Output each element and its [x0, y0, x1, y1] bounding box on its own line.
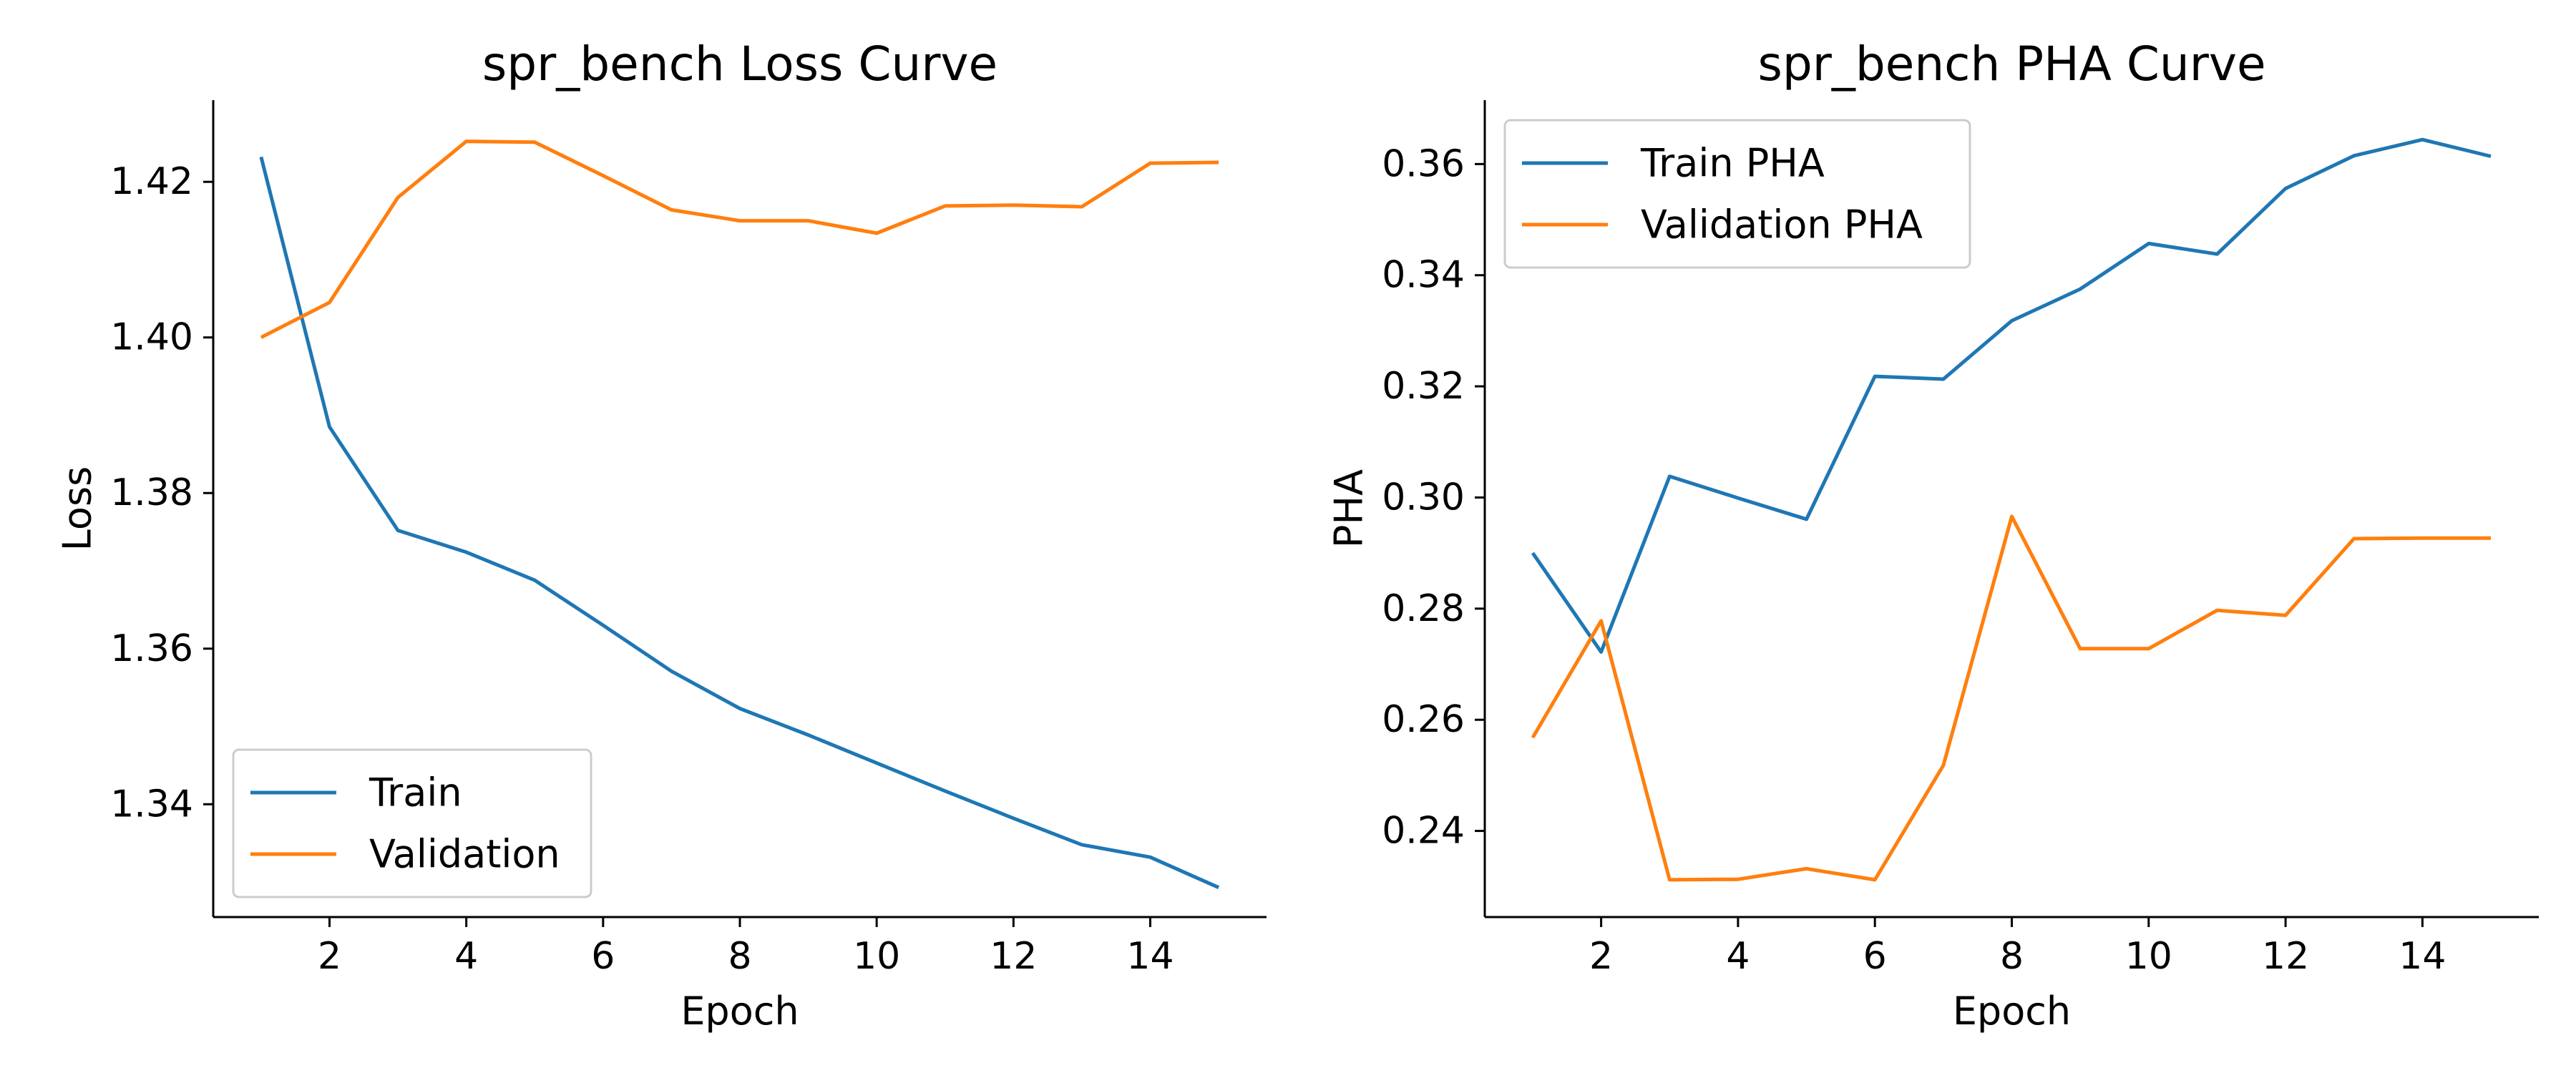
legend: Train Validation [232, 748, 592, 898]
x-tick-label: 10 [853, 935, 900, 978]
legend: Train PHA Validation PHA [1503, 119, 1971, 269]
pha-chart-panel: spr_bench PHA Curve Epoch PHA 2 4 6 8 10 12 14… [1327, 36, 2539, 1034]
series-line-validation [260, 139, 1219, 339]
y-tick-label: 0.28 [1382, 587, 1465, 630]
chart-title: spr_bench Loss Curve [482, 36, 997, 92]
x-tick-label: 6 [591, 935, 615, 978]
y-axis-label: Loss [55, 466, 100, 551]
x-tick-label: 8 [728, 935, 751, 978]
y-tick-label: 1.36 [110, 627, 193, 670]
legend-label: Train [369, 770, 462, 815]
y-tick-label: 1.42 [110, 160, 193, 203]
legend-label: Validation [369, 832, 560, 877]
y-tick-label: 0.34 [1382, 254, 1465, 297]
x-tick-label: 12 [2262, 935, 2309, 978]
y-axis-label: PHA [1327, 469, 1372, 548]
x-tick-label: 6 [1863, 935, 1887, 978]
x-tick-label: 10 [2125, 935, 2172, 978]
y-tick-label: 0.32 [1382, 365, 1465, 408]
x-tick-label: 12 [990, 935, 1037, 978]
x-tick-label: 4 [454, 935, 478, 978]
x-tick-label: 8 [2000, 935, 2024, 978]
chart-title: spr_bench PHA Curve [1757, 36, 2265, 92]
y-tick-label: 1.38 [110, 471, 193, 514]
x-tick-label: 2 [1589, 935, 1613, 978]
x-axis-label: Epoch [1953, 989, 2071, 1034]
legend-label: Train PHA [1640, 141, 1825, 186]
legend-box [1503, 119, 1971, 269]
y-tick-label: 0.26 [1382, 698, 1465, 741]
y-tick-label: 1.34 [110, 783, 193, 825]
x-tick-label: 2 [318, 935, 341, 978]
x-tick-label: 4 [1726, 935, 1750, 978]
y-tick-label: 0.36 [1382, 142, 1465, 185]
series-line-train-pha [1531, 137, 2492, 654]
series-line-validation-pha [1531, 514, 2491, 882]
x-axis-label: Epoch [680, 989, 799, 1034]
legend-label: Validation PHA [1641, 202, 1923, 248]
x-tick-label: 14 [2399, 935, 2446, 978]
series-line-train [259, 156, 1220, 889]
y-tick-label: 1.40 [110, 316, 193, 359]
legend-box [232, 748, 592, 898]
y-tick-label: 0.30 [1382, 476, 1465, 519]
x-tick-label: 14 [1126, 935, 1174, 978]
loss-chart-panel: spr_bench Loss Curve Epoch Loss 2 4 6 8 10 12… [55, 36, 1267, 1034]
y-tick-label: 0.24 [1382, 810, 1465, 853]
